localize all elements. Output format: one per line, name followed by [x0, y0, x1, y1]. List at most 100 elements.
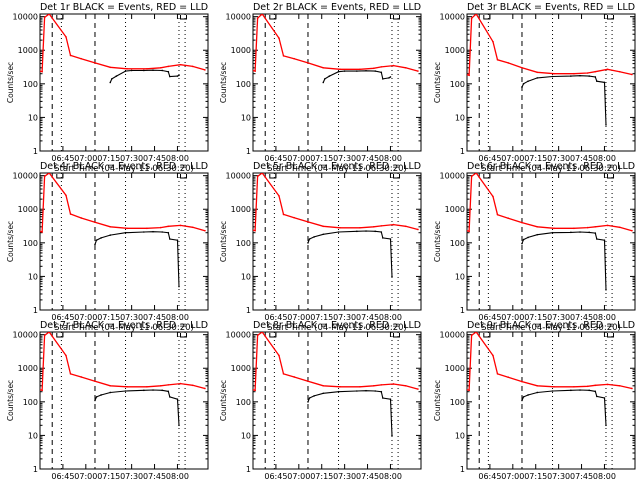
x-tick-label: 07:15: [524, 313, 547, 322]
lld-point: [380, 225, 383, 227]
x-tick-label: 06:45: [264, 154, 287, 163]
lld-point: [146, 386, 148, 388]
lld-point: [256, 175, 259, 178]
events-point: [382, 397, 384, 399]
lld-point: [496, 373, 499, 375]
y-tick-label: 10000: [226, 172, 251, 181]
lld-point: [94, 221, 96, 224]
lld-point: [41, 389, 43, 392]
lld-point: [553, 227, 555, 230]
x-tick-label: 07:15: [524, 472, 547, 480]
y-tick-label: 1000: [445, 205, 465, 214]
events-point: [536, 233, 539, 236]
x-tick-label: 07:00: [74, 313, 97, 322]
events-point: [307, 242, 309, 244]
panel-title: Det 7r BLACK = Events, RED = LLD: [40, 320, 208, 331]
lld-point: [631, 229, 633, 232]
y-tick-label: 10: [241, 431, 251, 440]
lld-point: [507, 217, 510, 220]
x-tick-label: 07:15: [524, 154, 547, 163]
x-tick-label: 07:15: [97, 154, 120, 163]
y-tick-label: 1000: [231, 205, 251, 214]
events-point: [143, 389, 145, 392]
x-tick-label: 07:15: [310, 472, 333, 480]
lld-point: [475, 332, 477, 333]
x-tick-label: 07:45: [356, 472, 379, 480]
x-tick-label: 07:45: [143, 472, 166, 480]
panel-9: Det 9r BLACK = Events, RED = LLD 1 10 100 10…: [433, 320, 636, 480]
events-point: [588, 231, 590, 234]
lld-point: [468, 74, 470, 77]
lld-point: [94, 380, 96, 383]
lld-point: [204, 387, 206, 390]
y-tick-label: 1000: [231, 46, 251, 55]
x-tick-label: 07:30: [547, 154, 570, 163]
flag-box: [56, 15, 64, 20]
x-tick-label: 07:30: [120, 472, 143, 480]
y-tick-label: 100: [23, 398, 38, 407]
events-point: [167, 70, 170, 73]
events-point: [521, 242, 523, 245]
events-point: [570, 231, 572, 234]
lld-point: [594, 384, 597, 387]
events-point: [594, 232, 597, 234]
events-point: [522, 83, 525, 85]
x-tick-label: 08:00: [166, 472, 189, 480]
events-series-line: [521, 231, 607, 290]
lld-point: [109, 385, 112, 387]
flag-box: [56, 174, 64, 179]
events-point: [169, 396, 171, 398]
lld-point: [507, 62, 510, 64]
lld-point: [359, 386, 361, 388]
lld-point: [179, 382, 182, 385]
y-tick-label: 100: [23, 80, 38, 89]
events-point: [161, 389, 163, 392]
events-point: [588, 389, 590, 392]
events-point: [356, 230, 358, 233]
lld-point: [586, 72, 589, 74]
lld-point: [41, 231, 43, 233]
y-tick-label: 1000: [231, 364, 251, 373]
events-series-line: [521, 75, 607, 125]
panel-title: Det 8r BLACK = Events, RED = LLD: [253, 320, 421, 331]
y-tick-label: 10000: [226, 331, 251, 340]
y-axis-label: Counts/sec: [219, 380, 228, 421]
events-point: [337, 390, 340, 393]
events-point: [521, 86, 523, 88]
lld-point: [322, 67, 325, 69]
lld-series-line: [40, 332, 206, 392]
lld-series-line: [467, 173, 633, 233]
x-tick-label: 07:00: [501, 313, 524, 322]
events-point: [176, 239, 179, 241]
events-series-line: [94, 389, 180, 426]
lld-point: [492, 40, 494, 43]
plot-frame: [39, 172, 209, 311]
lld-point: [126, 227, 128, 230]
lld-point: [191, 384, 194, 387]
x-tick-label: 07:00: [287, 472, 310, 480]
lld-point: [631, 387, 633, 390]
lld-point: [307, 380, 309, 383]
x-axis-label: Start Time (04-May-11 06:30:20): [481, 323, 621, 333]
events-point: [307, 401, 309, 403]
x-tick-label: 07:00: [501, 154, 524, 163]
x-tick-label: 08:00: [593, 472, 616, 480]
lld-point: [282, 213, 285, 216]
events-point: [365, 230, 367, 232]
lld-point: [293, 57, 296, 60]
lld-point: [586, 226, 589, 229]
events-point: [551, 231, 554, 234]
events-point: [308, 238, 311, 240]
x-tick-label: 08:00: [593, 154, 616, 163]
events-point: [152, 230, 154, 233]
y-tick-label: 1: [460, 147, 465, 156]
events-point: [570, 389, 572, 392]
plot-frame: [39, 331, 209, 470]
lld-point: [261, 332, 263, 333]
events-point: [594, 390, 597, 393]
events-point: [322, 233, 325, 236]
lld-point: [594, 70, 597, 73]
flag-box: [180, 333, 188, 338]
panel-8: Det 8r BLACK = Events, RED = LLD 1 10 100 10…: [219, 320, 422, 480]
flag-box: [180, 15, 188, 20]
